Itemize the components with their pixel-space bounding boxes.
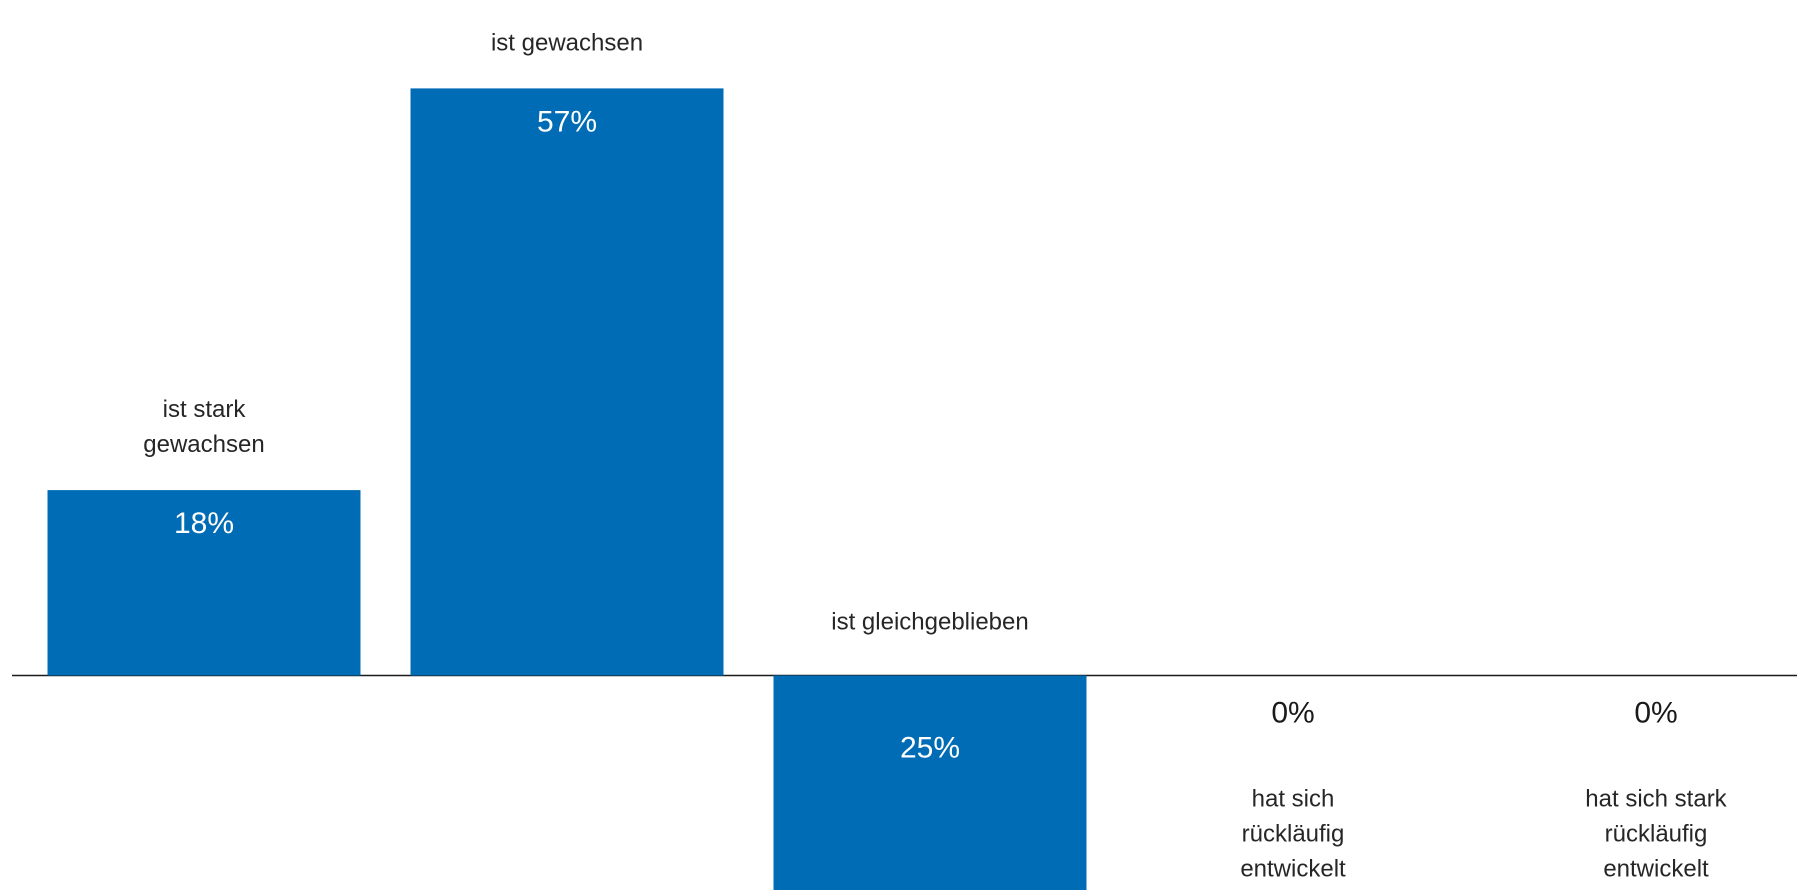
value-label-2: 57%	[537, 105, 597, 138]
bar-3	[773, 675, 1087, 890]
category-label-5-line-3: entwickelt	[1603, 856, 1709, 883]
value-label-1: 18%	[174, 507, 234, 540]
bars-group	[47, 88, 1087, 890]
value-label-4: 0%	[1271, 697, 1314, 730]
bar-2	[410, 88, 724, 676]
category-label-4-line-1: hat sich	[1252, 786, 1335, 813]
category-label-5-line-2: rückläufig	[1605, 821, 1708, 848]
category-label-1-line-2: gewachsen	[143, 431, 264, 458]
value-label-5: 0%	[1634, 697, 1677, 730]
category-label-3-line-1: ist gleichgeblieben	[831, 609, 1028, 636]
bar-1	[47, 490, 361, 676]
category-label-2-line-1: ist gewachsen	[491, 29, 643, 56]
category-label-5-line-1: hat sich stark	[1585, 786, 1727, 813]
category-label-4-line-2: rückläufig	[1242, 821, 1345, 848]
value-label-3: 25%	[900, 732, 960, 765]
category-label-1-line-1: ist stark	[163, 396, 247, 423]
labels-group: 18% ist stark gewachsen 57% ist gewachsen 25%…	[143, 29, 1727, 882]
category-label-4-line-3: entwickelt	[1240, 856, 1346, 883]
